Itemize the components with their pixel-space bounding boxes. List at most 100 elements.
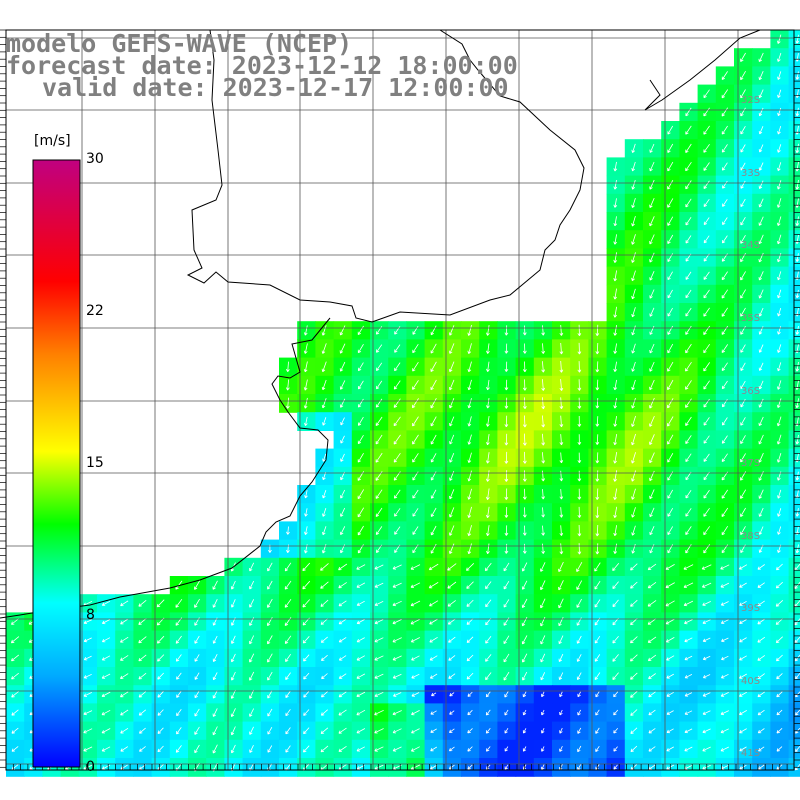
wind-arrow bbox=[357, 489, 365, 500]
wind-arrow bbox=[338, 637, 347, 643]
wind-arrow bbox=[612, 654, 619, 662]
wind-arrow bbox=[340, 417, 345, 426]
wind-arrow bbox=[357, 434, 364, 445]
wind-arrow bbox=[267, 598, 273, 608]
wind-arrow bbox=[631, 397, 636, 409]
wind-arrow bbox=[486, 543, 490, 555]
wind-arrow bbox=[430, 507, 437, 517]
wind-speed-cell bbox=[679, 539, 699, 559]
wind-speed-cell bbox=[351, 594, 371, 613]
wind-speed-cell bbox=[734, 102, 753, 122]
wind-speed-cell bbox=[479, 557, 498, 577]
wind-speed-cell bbox=[351, 521, 371, 541]
wind-arrow bbox=[576, 654, 582, 662]
wind-speed-cell bbox=[679, 394, 699, 413]
wind-arrow bbox=[249, 671, 255, 681]
wind-speed-cell bbox=[570, 667, 589, 686]
wind-arrow bbox=[410, 582, 421, 588]
wind-arrow bbox=[11, 746, 19, 752]
wind-arrow bbox=[322, 507, 327, 517]
wind-arrow bbox=[101, 709, 111, 716]
wind-arrow bbox=[302, 580, 311, 590]
wind-arrow bbox=[613, 379, 618, 391]
wind-arrow bbox=[775, 581, 783, 589]
wind-arrow bbox=[775, 636, 783, 644]
wind-arrow bbox=[356, 637, 365, 643]
wind-speed-cell bbox=[279, 576, 298, 595]
wind-arrow bbox=[340, 489, 346, 499]
wind-arrow bbox=[559, 415, 564, 428]
wind-arrow bbox=[486, 379, 490, 391]
wind-arrow bbox=[703, 435, 710, 444]
wind-speed-cell bbox=[661, 394, 680, 413]
wind-speed-cell bbox=[406, 648, 426, 668]
wind-speed-cell bbox=[734, 284, 753, 304]
wind-arrow bbox=[559, 489, 564, 500]
wind-speed-cell bbox=[133, 594, 153, 613]
wind-arrow bbox=[320, 709, 328, 716]
wind-speed-cell bbox=[679, 576, 699, 595]
wind-arrow bbox=[740, 216, 746, 226]
wind-speed-cell bbox=[351, 739, 371, 759]
wind-arrow bbox=[120, 673, 129, 679]
wind-speed-cell bbox=[279, 685, 298, 704]
wind-arrow bbox=[138, 672, 147, 680]
wind-arrow bbox=[667, 489, 674, 499]
wind-arrow bbox=[411, 673, 420, 679]
wind-speed-cell bbox=[715, 412, 735, 431]
wind-speed-cell bbox=[388, 339, 407, 359]
wind-speed-cell bbox=[424, 321, 444, 340]
wind-arrow bbox=[321, 398, 327, 409]
wind-arrow bbox=[540, 562, 546, 572]
wind-speed-cell bbox=[479, 685, 498, 704]
wind-speed-cell bbox=[661, 375, 680, 395]
wind-speed-cell bbox=[406, 339, 426, 359]
wind-speed-cell bbox=[588, 576, 608, 595]
wind-speed-cell bbox=[442, 721, 462, 741]
wind-arrow bbox=[685, 307, 692, 317]
wind-arrow bbox=[740, 52, 746, 62]
wind-arrow bbox=[101, 728, 111, 734]
wind-arrow bbox=[757, 673, 765, 679]
wind-arrow bbox=[522, 764, 527, 770]
wind-arrow bbox=[613, 252, 618, 263]
wind-arrow bbox=[540, 635, 546, 645]
wind-speed-cell bbox=[497, 685, 517, 704]
wind-arrow bbox=[338, 745, 347, 752]
wind-speed-cell bbox=[260, 630, 280, 650]
wind-arrow bbox=[722, 162, 728, 171]
wind-arrow bbox=[467, 452, 472, 463]
wind-arrow bbox=[558, 653, 564, 663]
wind-arrow bbox=[795, 362, 800, 372]
wind-arrow bbox=[740, 107, 746, 117]
wind-arrow bbox=[721, 125, 728, 135]
wind-speed-cell bbox=[479, 612, 498, 632]
wind-arrow bbox=[758, 307, 764, 317]
wind-speed-cell bbox=[333, 594, 353, 613]
wind-arrow bbox=[739, 710, 747, 716]
wind-arrow bbox=[503, 671, 510, 681]
wind-arrow bbox=[702, 601, 711, 606]
wind-arrow bbox=[394, 344, 401, 353]
wind-arrow bbox=[594, 580, 601, 590]
wind-arrow bbox=[504, 525, 509, 536]
wind-arrow bbox=[577, 397, 582, 409]
wind-arrow bbox=[448, 746, 455, 752]
wind-speed-cell bbox=[206, 576, 225, 595]
wind-speed-cell bbox=[697, 230, 717, 249]
wind-speed-cell bbox=[351, 685, 371, 704]
wind-arrow bbox=[795, 673, 800, 680]
wind-speed-cell bbox=[97, 721, 116, 741]
wind-speed-cell bbox=[315, 630, 335, 650]
wind-speed-cell bbox=[643, 739, 662, 759]
wind-speed-cell bbox=[588, 667, 608, 686]
wind-speed-field bbox=[6, 30, 800, 777]
wind-arrow bbox=[630, 563, 638, 571]
wind-speed-cell bbox=[6, 703, 25, 723]
wind-speed-cell bbox=[297, 667, 316, 686]
wind-speed-cell bbox=[97, 630, 116, 650]
wind-arrow bbox=[649, 379, 655, 391]
wind-arrow bbox=[758, 434, 764, 445]
wind-arrow bbox=[777, 252, 782, 263]
wind-arrow bbox=[666, 673, 674, 679]
